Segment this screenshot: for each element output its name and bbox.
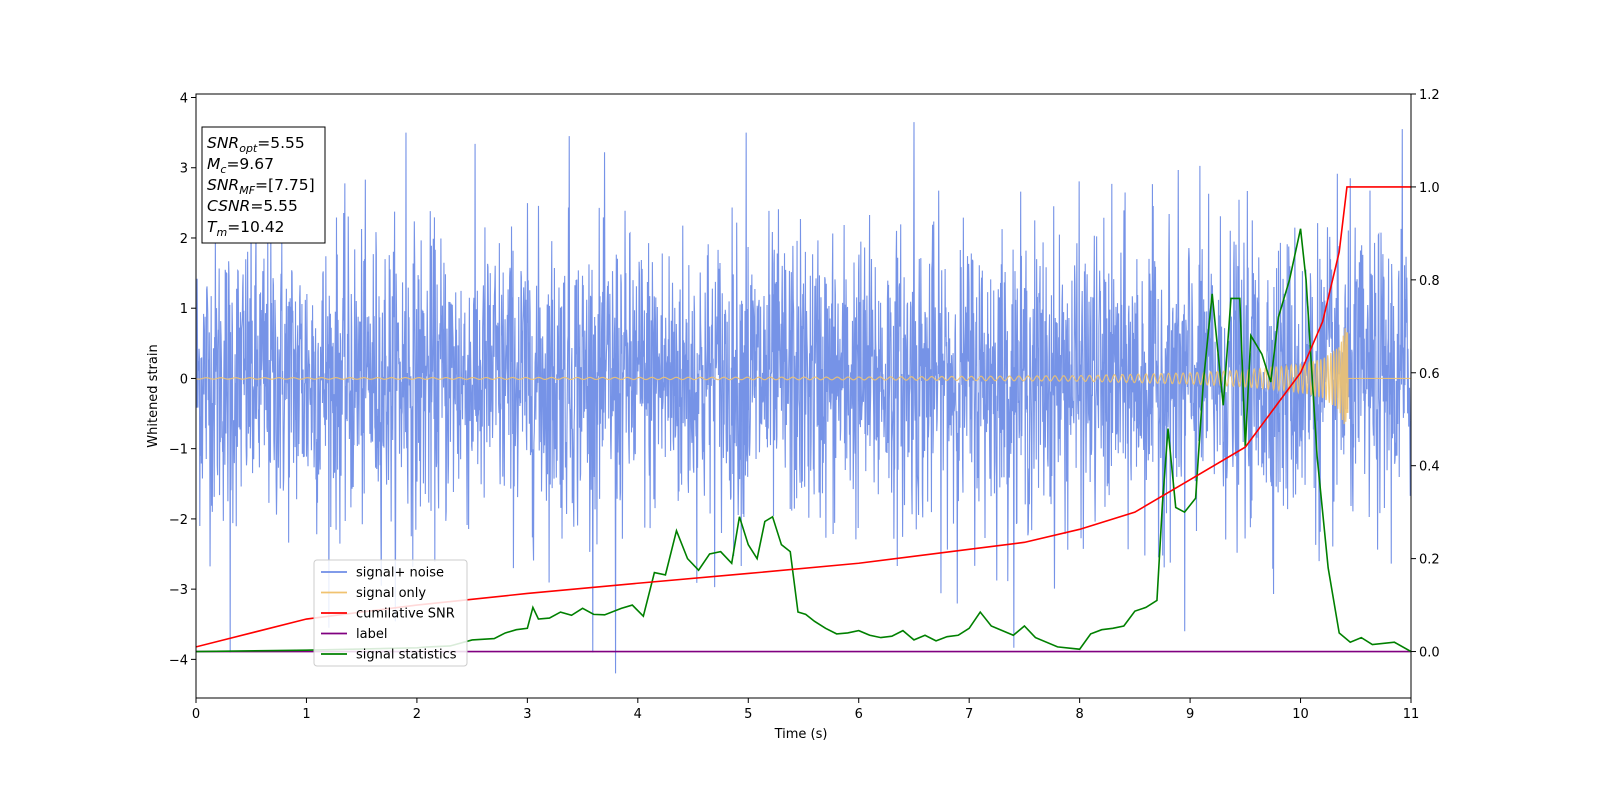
y-tick-label: 0 [180,372,188,387]
y-tick-label: 3 [180,162,188,177]
y-right-tick-label: 1.2 [1419,88,1440,103]
legend-label: label [356,627,387,642]
series-signal-noise [196,122,1411,674]
y-tick-label: 4 [180,92,188,107]
x-tick-label: 1 [302,707,310,722]
x-tick-label: 2 [413,707,421,722]
y-axis-label: Whitened strain [146,344,161,447]
y-right-tick-label: 0.4 [1419,460,1440,475]
annotation-line: CSNR=5.55 [207,197,298,215]
x-axis-label: Time (s) [774,727,828,742]
legend-label: cumilative SNR [356,607,455,622]
y-tick-label: −2 [169,513,188,528]
x-tick-label: 5 [744,707,752,722]
y-tick-label: −1 [169,443,188,458]
x-tick-label: 7 [965,707,973,722]
y-right-tick-label: 1.0 [1419,181,1440,196]
y-tick-label: −3 [169,583,188,598]
annotation-frame [201,126,326,244]
plot-frame [195,93,1412,699]
annotation-line: Mc=9.67 [207,155,274,176]
legend-label: signal only [356,586,426,601]
y-right-tick-label: 0.6 [1419,367,1440,382]
annotation-line: SNRopt=5.55 [207,134,305,155]
x-tick-label: 9 [1186,707,1194,722]
legend: signal+ noise signal only cumilative SNR la… [313,559,468,667]
x-tick-label: 0 [192,707,200,722]
y-right-tick-label: 0.0 [1419,646,1440,661]
series-signal-statistics [196,228,1411,653]
x-tick-label: 10 [1292,707,1309,722]
annotation-line: SNRMF=[7.75] [207,176,315,197]
series-cumulative-snr [196,186,1411,648]
y-tick-label: 1 [180,302,188,317]
y-tick-label: −4 [169,653,188,668]
x-tick-label: 6 [855,707,863,722]
x-tick-label: 3 [523,707,531,722]
legend-label: signal+ noise [356,566,444,581]
legend-label: signal statistics [356,648,457,663]
series-signal-only [196,328,1411,425]
x-tick-label: 4 [634,707,642,722]
x-tick-label: 11 [1403,707,1420,722]
axes: 0 1 2 3 4 5 6 7 8 9 10 11 −4 −3 −2 −1 0 1 2 3 4 0.0 0.2 0.4 0.6 0… [169,88,1440,722]
y-tick-label: 2 [180,232,188,247]
y-right-tick-label: 0.2 [1419,553,1440,568]
annotation-line: Tm=10.42 [207,218,285,239]
x-tick-label: 8 [1075,707,1083,722]
y-right-tick-label: 0.8 [1419,274,1440,289]
legend-frame [313,559,468,667]
